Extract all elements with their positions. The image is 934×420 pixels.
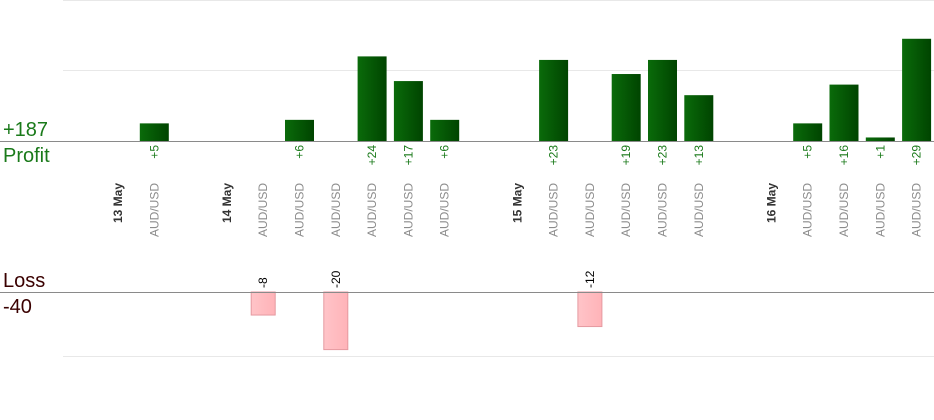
profit-bar xyxy=(648,59,677,141)
value-label: +29 xyxy=(910,145,924,166)
bars xyxy=(139,38,932,351)
value-label: -8 xyxy=(256,277,270,288)
loss-total: -40 xyxy=(3,296,32,318)
value-label: +24 xyxy=(365,145,379,166)
value-label: +23 xyxy=(547,145,561,166)
symbol-label: AUD/USD xyxy=(365,183,379,237)
profit-bar xyxy=(285,119,314,141)
symbol-label: AUD/USD xyxy=(293,183,307,237)
symbol-label: AUD/USD xyxy=(329,183,343,237)
value-label: +6 xyxy=(293,145,307,159)
profit-bar xyxy=(539,59,569,141)
profit-bar xyxy=(793,123,823,141)
value-label: +16 xyxy=(837,145,851,166)
profit-bar xyxy=(139,123,169,141)
profit-bar xyxy=(829,84,859,141)
loss-label: Loss xyxy=(3,270,46,292)
profit-bar xyxy=(611,74,641,141)
date-label: 14 May xyxy=(220,183,234,223)
symbol-label: AUD/USD xyxy=(583,183,597,237)
date-label: 13 May xyxy=(111,183,125,223)
symbol-label: AUD/USD xyxy=(837,183,851,237)
value-label: +5 xyxy=(147,145,161,159)
symbol-label: AUD/USD xyxy=(910,183,924,237)
symbol-label: AUD/USD xyxy=(256,183,270,237)
profit-bar xyxy=(684,95,714,141)
profit-label: Profit xyxy=(3,145,50,167)
value-label: +17 xyxy=(401,145,415,166)
symbol-label: AUD/USD xyxy=(547,183,561,237)
symbol-label: AUD/USD xyxy=(438,183,452,237)
symbol-label: AUD/USD xyxy=(801,183,815,237)
value-label: -12 xyxy=(583,270,597,288)
value-label: +6 xyxy=(438,145,452,159)
symbol-label: AUD/USD xyxy=(873,183,887,237)
profit-bar xyxy=(393,81,423,141)
symbol-label: AUD/USD xyxy=(692,183,706,237)
symbol-label: AUD/USD xyxy=(656,183,670,237)
value-label: +13 xyxy=(692,145,706,166)
symbol-label: AUD/USD xyxy=(619,183,633,237)
symbol-label: AUD/USD xyxy=(401,183,415,237)
date-label: 16 May xyxy=(764,183,778,223)
symbol-label: AUD/USD xyxy=(147,183,161,237)
value-label: +23 xyxy=(656,145,670,166)
value-label: -20 xyxy=(329,270,343,288)
value-label: +19 xyxy=(619,145,633,166)
profit-bar xyxy=(357,56,387,141)
profit-bar xyxy=(430,119,460,141)
value-label: +1 xyxy=(873,145,887,159)
date-label: 15 May xyxy=(510,183,524,223)
value-label: +5 xyxy=(801,145,815,159)
labels: 13 May AUD/USD +5 14 May AUD/USD -8 AUD/USD +6 A… xyxy=(111,145,924,288)
axes xyxy=(0,141,934,293)
gridlines xyxy=(63,0,934,357)
loss-bar xyxy=(250,291,276,316)
profit-bar xyxy=(865,137,895,141)
loss-bar xyxy=(577,291,603,328)
profit-total: +187 xyxy=(3,119,49,141)
profit-bar xyxy=(902,38,932,141)
loss-bar xyxy=(323,291,349,351)
